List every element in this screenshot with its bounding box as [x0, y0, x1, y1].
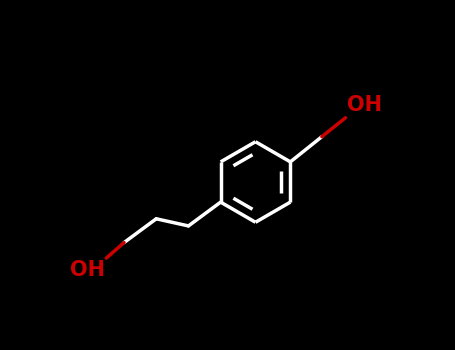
- Text: OH: OH: [70, 260, 105, 280]
- Text: OH: OH: [347, 95, 382, 115]
